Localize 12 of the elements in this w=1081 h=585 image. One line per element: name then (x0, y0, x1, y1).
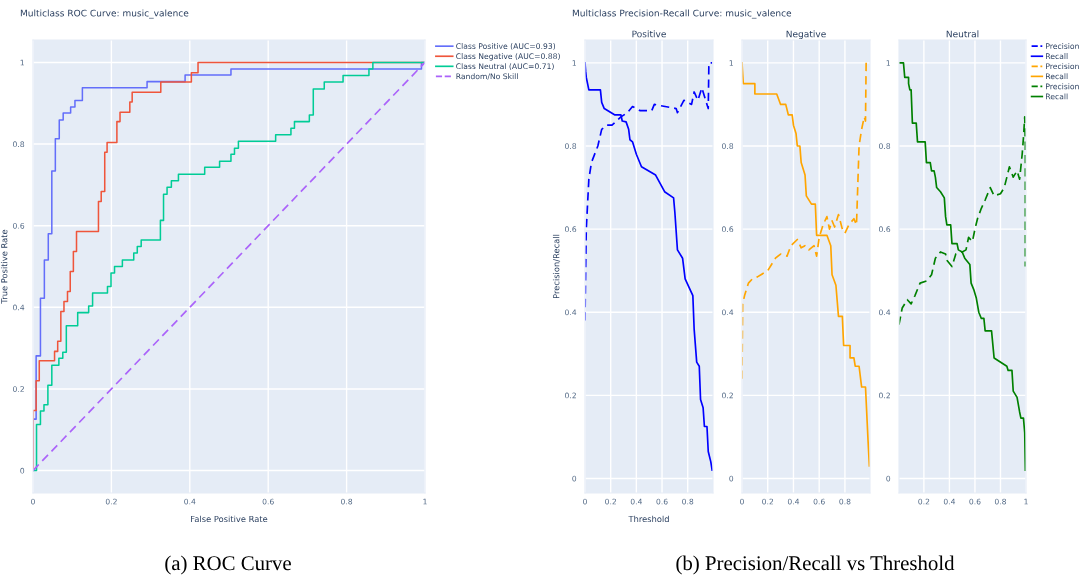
line-series (899, 62, 1026, 471)
chart-subtitle: Positive (632, 30, 666, 38)
text: (a) ROC Curve (165, 555, 291, 575)
x-axis-title: Threshold (628, 515, 669, 523)
y-axis-title: Precision/Recall (552, 234, 561, 299)
chart-title: Negative (786, 30, 826, 40)
x-axis-title: False Positive Rate (191, 515, 268, 523)
chart-title: Multiclass Precision-Recall Curve: music_valence (572, 9, 792, 19)
chart-title: Multiclass ROC Curve: music_valence (20, 9, 189, 19)
y-axis-title: True Positive Rate (0, 229, 8, 304)
chart-title: Neutral (946, 30, 979, 38)
text: (b) Precision/Recall vs Threshold (676, 555, 955, 575)
